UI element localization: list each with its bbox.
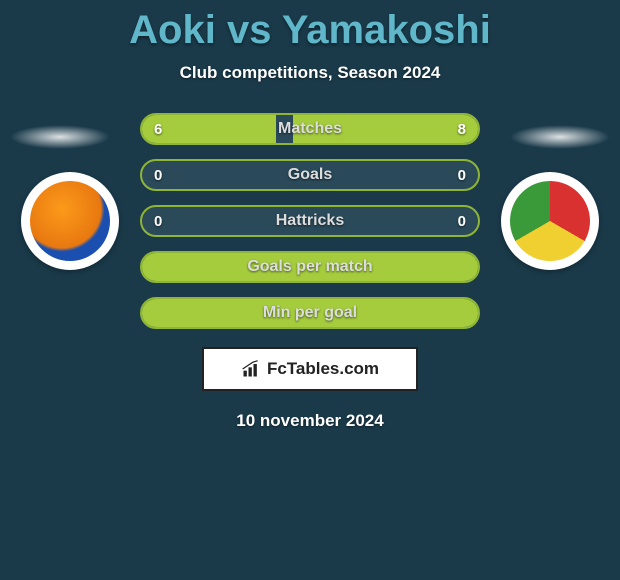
stat-row: Goals0 0 [140, 159, 480, 191]
attribution-text: FcTables.com [267, 359, 379, 379]
stat-row: Min per goal [140, 297, 480, 329]
stat-row: Goals per match [140, 251, 480, 283]
page-title: Aoki vs Yamakoshi [0, 0, 620, 53]
stat-label: Hattricks [142, 207, 478, 235]
stat-label: Matches [142, 115, 478, 143]
stat-label: Min per goal [142, 299, 478, 327]
stat-value-right: 8 [458, 115, 466, 143]
stat-value-left: 0 [154, 161, 162, 189]
chart-icon [241, 359, 261, 379]
team-right-logo [510, 181, 590, 261]
team-left-shadow [10, 125, 110, 149]
team-left-logo [30, 181, 110, 261]
date-text: 10 november 2024 [0, 411, 620, 431]
team-right-badge[interactable] [501, 172, 599, 270]
team-left-badge[interactable] [21, 172, 119, 270]
stat-row: Hattricks0 0 [140, 205, 480, 237]
stat-row: Matches6 8 [140, 113, 480, 145]
subtitle: Club competitions, Season 2024 [0, 63, 620, 83]
stat-label: Goals per match [142, 253, 478, 281]
team-right-shadow [510, 125, 610, 149]
stat-label: Goals [142, 161, 478, 189]
stat-value-left: 6 [154, 115, 162, 143]
stat-value-left: 0 [154, 207, 162, 235]
stat-value-right: 0 [458, 161, 466, 189]
attribution-box[interactable]: FcTables.com [202, 347, 418, 391]
stat-value-right: 0 [458, 207, 466, 235]
